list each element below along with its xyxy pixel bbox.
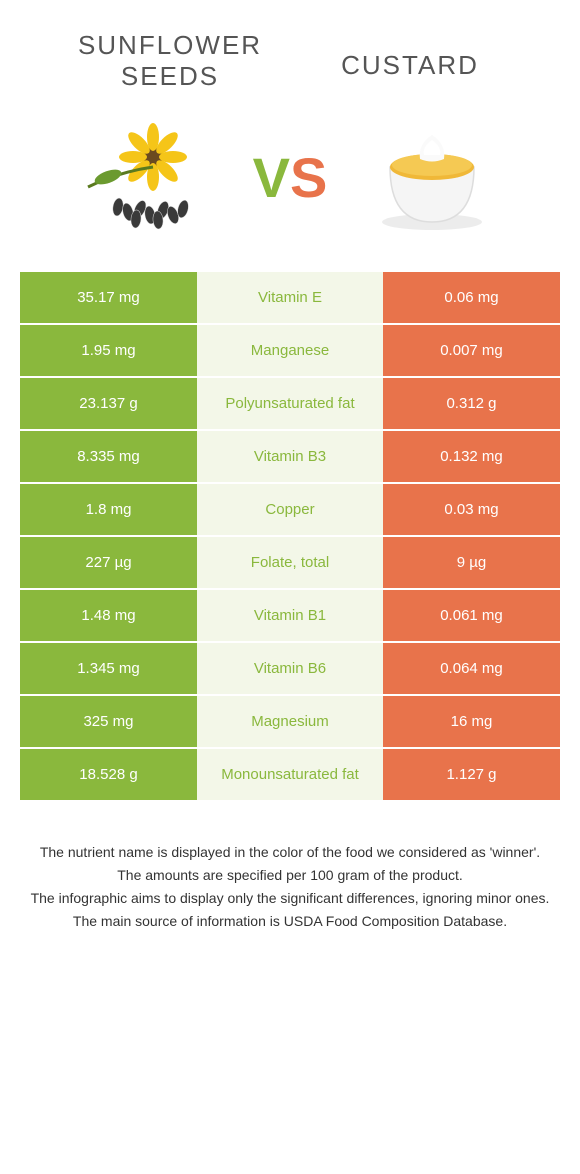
table-row: 1.345 mgVitamin B60.064 mg bbox=[20, 643, 560, 694]
cell-nutrient-label: Polyunsaturated fat bbox=[197, 378, 383, 429]
cell-nutrient-label: Monounsaturated fat bbox=[197, 749, 383, 800]
cell-right-value: 0.06 mg bbox=[383, 272, 560, 323]
cell-right-value: 0.061 mg bbox=[383, 590, 560, 641]
cell-nutrient-label: Vitamin E bbox=[197, 272, 383, 323]
cell-left-value: 325 mg bbox=[20, 696, 197, 747]
cell-left-value: 23.137 g bbox=[20, 378, 197, 429]
footer-line4: The main source of information is USDA F… bbox=[30, 911, 550, 932]
footer-line1: The nutrient name is displayed in the co… bbox=[30, 842, 550, 863]
cell-left-value: 1.48 mg bbox=[20, 590, 197, 641]
sunflower-image bbox=[63, 112, 233, 242]
table-row: 325 mgMagnesium16 mg bbox=[20, 696, 560, 747]
table-row: 23.137 gPolyunsaturated fat0.312 g bbox=[20, 378, 560, 429]
vs-v: V bbox=[253, 146, 290, 209]
cell-nutrient-label: Magnesium bbox=[197, 696, 383, 747]
cell-left-value: 18.528 g bbox=[20, 749, 197, 800]
cell-right-value: 0.132 mg bbox=[383, 431, 560, 482]
table-row: 227 µgFolate, total9 µg bbox=[20, 537, 560, 588]
table-row: 1.95 mgManganese0.007 mg bbox=[20, 325, 560, 376]
cell-right-value: 0.064 mg bbox=[383, 643, 560, 694]
cell-right-value: 16 mg bbox=[383, 696, 560, 747]
footer-line3: The infographic aims to display only the… bbox=[30, 888, 550, 909]
cell-left-value: 1.345 mg bbox=[20, 643, 197, 694]
cell-right-value: 0.312 g bbox=[383, 378, 560, 429]
footer-line2: The amounts are specified per 100 gram o… bbox=[30, 865, 550, 886]
cell-left-value: 1.95 mg bbox=[20, 325, 197, 376]
table-row: 1.48 mgVitamin B10.061 mg bbox=[20, 590, 560, 641]
cell-left-value: 227 µg bbox=[20, 537, 197, 588]
cell-nutrient-label: Copper bbox=[197, 484, 383, 535]
food-right-title: CUSTARD bbox=[290, 30, 530, 81]
cell-left-value: 1.8 mg bbox=[20, 484, 197, 535]
cell-left-value: 8.335 mg bbox=[20, 431, 197, 482]
food-left-line1: SUNFLOWER bbox=[50, 30, 290, 61]
food-right-line1: CUSTARD bbox=[290, 50, 530, 81]
comparison-table: 35.17 mgVitamin E0.06 mg1.95 mgManganese… bbox=[20, 272, 560, 800]
cell-right-value: 0.03 mg bbox=[383, 484, 560, 535]
table-row: 8.335 mgVitamin B30.132 mg bbox=[20, 431, 560, 482]
vs-badge: VS bbox=[253, 145, 328, 210]
footer-notes: The nutrient name is displayed in the co… bbox=[0, 802, 580, 954]
cell-nutrient-label: Vitamin B3 bbox=[197, 431, 383, 482]
custard-image bbox=[347, 112, 517, 242]
table-row: 1.8 mgCopper0.03 mg bbox=[20, 484, 560, 535]
table-row: 18.528 gMonounsaturated fat1.127 g bbox=[20, 749, 560, 800]
cell-nutrient-label: Vitamin B1 bbox=[197, 590, 383, 641]
table-row: 35.17 mgVitamin E0.06 mg bbox=[20, 272, 560, 323]
cell-right-value: 1.127 g bbox=[383, 749, 560, 800]
vs-s: S bbox=[290, 146, 327, 209]
cell-nutrient-label: Folate, total bbox=[197, 537, 383, 588]
header: SUNFLOWER SEEDS CUSTARD bbox=[0, 0, 580, 102]
cell-right-value: 9 µg bbox=[383, 537, 560, 588]
food-left-line2: SEEDS bbox=[50, 61, 290, 92]
cell-nutrient-label: Vitamin B6 bbox=[197, 643, 383, 694]
cell-left-value: 35.17 mg bbox=[20, 272, 197, 323]
cell-right-value: 0.007 mg bbox=[383, 325, 560, 376]
cell-nutrient-label: Manganese bbox=[197, 325, 383, 376]
images-row: VS bbox=[0, 102, 580, 272]
food-left-title: SUNFLOWER SEEDS bbox=[50, 30, 290, 92]
